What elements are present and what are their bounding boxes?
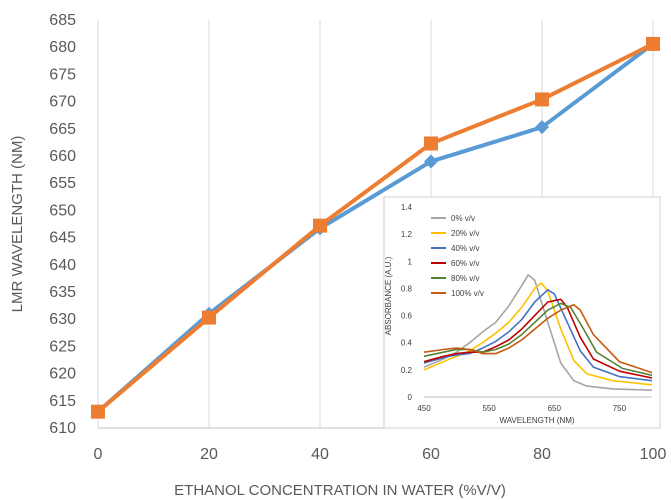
inset-y-tick-label: 0.2 (401, 366, 413, 375)
main-x-tick-label: 0 (94, 446, 103, 463)
main-y-tick-label: 655 (49, 175, 76, 192)
inset-x-tick-labels: 450 550 650 750 (417, 404, 626, 413)
main-y-tick-label: 675 (49, 66, 76, 83)
inset-legend-label: 100% v/v (451, 289, 484, 298)
inset-x-axis-title: WAVELENGTH (NM) (499, 416, 574, 425)
main-point-square (313, 218, 327, 233)
inset-legend-label: 0% v/v (451, 214, 475, 223)
inset-series-line-2 (423, 288, 653, 382)
main-y-tick-label: 635 (49, 284, 76, 301)
inset-y-tick-label: 0.6 (401, 312, 413, 321)
main-x-tick-label: 40 (311, 446, 329, 463)
main-y-tick-labels: 610 615 620 625 630 635 640 645 650 655 660 665 670 6… (49, 12, 76, 437)
main-y-tick-label: 620 (49, 366, 76, 383)
main-y-tick-label: 625 (49, 338, 76, 355)
inset-y-axis-title: ABSORBANCE (A.U.) (384, 256, 393, 335)
main-x-tick-labels: 0 20 40 60 80 100 (94, 446, 667, 463)
main-point-square (91, 404, 105, 419)
main-y-tick-label: 685 (49, 12, 76, 29)
inset-y-tick-labels: 0 0.2 0.4 0.6 0.8 1 1.2 1.4 (401, 203, 413, 402)
inset-legend-label: 20% v/v (451, 229, 479, 238)
main-series-line-0 (96, 42, 655, 414)
inset-series-line-3 (423, 298, 653, 379)
inset-y-tick-label: 0 (408, 393, 413, 402)
inset-series-group (423, 274, 653, 391)
inset-chart: 0 0.2 0.4 0.6 0.8 1 1.2 1.4 450 550 650 750 0% v/v… (383, 196, 661, 429)
main-point-diamond (424, 154, 438, 169)
main-point-square (646, 36, 660, 51)
inset-x-tick-label: 550 (482, 404, 496, 413)
main-x-tick-label: 80 (533, 446, 551, 463)
main-point-square (424, 136, 438, 151)
main-y-tick-label: 630 (49, 311, 76, 328)
inset-y-tick-label: 0.8 (401, 284, 413, 293)
inset-x-tick-label: 650 (548, 404, 562, 413)
main-y-tick-label: 615 (49, 393, 76, 410)
inset-series-line-5 (423, 303, 653, 374)
main-x-axis-title: ETHANOL CONCENTRATION IN WATER (%V/V) (174, 482, 506, 499)
main-y-axis-title: LMR WAVELENGTH (NM) (9, 136, 26, 313)
main-series-line-1 (96, 42, 654, 414)
inset-x-tick-label: 750 (613, 404, 627, 413)
main-x-tick-label: 100 (640, 446, 667, 463)
main-series-group (91, 36, 660, 419)
main-point-square (202, 310, 216, 325)
inset-x-tick-label: 450 (417, 404, 431, 413)
main-x-tick-label: 60 (422, 446, 440, 463)
main-y-tick-label: 650 (49, 202, 76, 219)
main-point-diamond (535, 120, 549, 135)
inset-legend-label: 60% v/v (451, 259, 479, 268)
inset-legend-label: 40% v/v (451, 244, 479, 253)
main-y-tick-label: 645 (49, 230, 76, 247)
main-y-tick-label: 610 (49, 420, 76, 437)
inset-background (383, 196, 661, 429)
inset-y-tick-label: 1 (408, 257, 413, 266)
main-y-tick-label: 680 (49, 39, 76, 56)
main-y-tick-label: 660 (49, 148, 76, 165)
inset-legend-label: 80% v/v (451, 274, 479, 283)
inset-y-tick-label: 1.4 (401, 203, 413, 212)
main-y-tick-label: 670 (49, 94, 76, 111)
inset-legend: 0% v/v 20% v/v 40% v/v 60% v/v 80% v/v 100% v… (431, 214, 484, 298)
main-y-tick-label: 665 (49, 121, 76, 138)
main-x-tick-label: 20 (200, 446, 218, 463)
inset-series-line-0 (423, 274, 653, 391)
inset-y-tick-label: 1.2 (401, 230, 413, 239)
main-y-tick-label: 640 (49, 257, 76, 274)
main-point-square (535, 92, 549, 107)
inset-y-tick-label: 0.4 (401, 339, 413, 348)
